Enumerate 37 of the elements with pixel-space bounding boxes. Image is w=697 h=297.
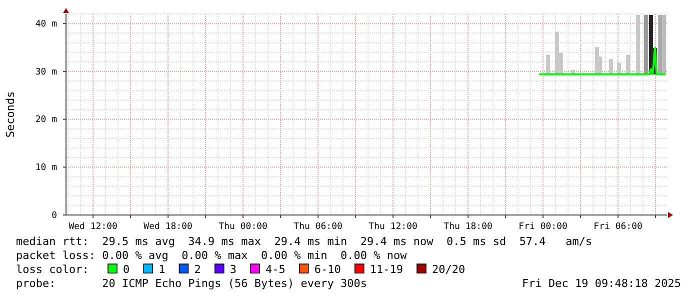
bar xyxy=(617,62,622,74)
bar xyxy=(608,58,613,74)
y-tick-label: 0 xyxy=(52,210,57,221)
bar xyxy=(626,54,630,74)
bar xyxy=(658,14,662,74)
legend-label: 2 xyxy=(194,263,201,276)
bar xyxy=(644,14,648,74)
y-tick-label: 40 m xyxy=(35,19,57,30)
text: Fri Dec 19 09:48:18 2025 xyxy=(522,277,681,290)
legend-label: 1 xyxy=(158,263,166,276)
legend-title: loss color: xyxy=(16,263,89,276)
legend-label: 11-19 xyxy=(370,263,403,276)
x-tick-label: Thu 18:00 xyxy=(444,222,492,232)
y-tick-label: 30 m xyxy=(35,67,57,78)
bar xyxy=(662,14,666,74)
x-tick-label: Wed 18:00 xyxy=(144,222,192,232)
legend-label: 3 xyxy=(230,263,236,276)
text: packet loss: 0.00 % avg 0.00 % max 0.00 % min 0.00 % now xyxy=(16,249,408,262)
x-tick-label: Fri 06:00 xyxy=(594,222,642,232)
x-tick-label: Thu 06:00 xyxy=(294,222,342,232)
bar xyxy=(636,14,640,74)
x-tick-label: Fri 00:00 xyxy=(518,222,568,232)
bar xyxy=(555,32,560,74)
y-tick-label: 10 m xyxy=(35,163,57,174)
y-axis-title: Seconds xyxy=(4,91,17,138)
x-tick-label: Wed 12:00 xyxy=(68,222,118,232)
text: median rtt: 29.5 ms avg 34.9 ms max 29.4 ms min 29.4 ms now 0.5 ms sd 57.4 am/s xyxy=(16,235,592,248)
legend-label: 6-10 xyxy=(314,263,341,276)
legend-label: 0 xyxy=(123,263,130,276)
x-tick-label: Thu 00:00 xyxy=(218,222,268,232)
y-tick-label: 20 m xyxy=(35,115,57,126)
x-tick-label: Thu 12:00 xyxy=(368,222,418,232)
text: probe: 20 ICMP Echo Pings (56 Bytes) every 300s xyxy=(16,277,367,290)
bar xyxy=(546,54,550,74)
legend-label: 20/20 xyxy=(432,263,466,276)
bar xyxy=(648,14,653,74)
legend-label: 4-5 xyxy=(266,263,286,276)
